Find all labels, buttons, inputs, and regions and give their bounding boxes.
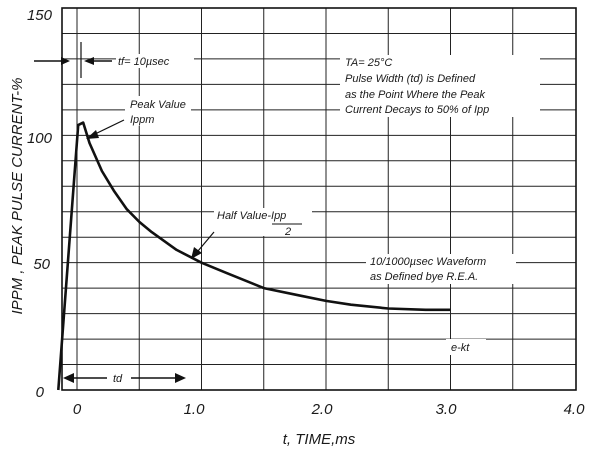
- half-label-line-1: Half Value-Ipp: [217, 210, 286, 222]
- ta-label: TA= 25°C: [345, 57, 392, 69]
- td-label: td: [113, 373, 123, 385]
- half-value-annotation: Half Value-Ipp 2: [191, 208, 312, 259]
- waveform-line-2: as Defined bye R.E.A.: [370, 271, 478, 283]
- tf-arrow-left-head-icon: [84, 57, 94, 65]
- y-tick-label: 50: [33, 256, 50, 273]
- half-arrow-head-icon: [191, 247, 202, 259]
- x-tick-label: 1.0: [184, 401, 206, 418]
- test-conditions-note: TA= 25°C Pulse Width (td) is Defined as …: [340, 55, 540, 117]
- waveform-note: 10/1000µsec Waveform as Defined bye R.E.…: [366, 254, 516, 284]
- plot-frame: [61, 7, 577, 391]
- x-tick-label: 3.0: [436, 401, 458, 418]
- td-arrow-left-head-icon: [63, 373, 74, 383]
- half-arrow-line: [197, 231, 215, 252]
- y-tick-label: 100: [27, 130, 53, 147]
- ekt-label: e-kt: [451, 342, 470, 354]
- waveform-line-1: 10/1000µsec Waveform: [370, 256, 486, 268]
- peak-arrow-line: [92, 119, 125, 136]
- x-tick-labels: 0 1.0 2.0 3.0 4.0: [73, 401, 585, 418]
- peak-arrow-head-icon: [86, 130, 99, 139]
- x-tick-label: 0: [73, 401, 82, 418]
- half-label-bg: [214, 208, 312, 236]
- x-tick-label: 4.0: [564, 401, 586, 418]
- peak-value-annotation: Peak Value Ippm: [86, 96, 191, 139]
- peak-label-bg: [125, 96, 191, 126]
- td-annotation: td: [63, 371, 186, 385]
- half-label-line-2: 2: [284, 226, 291, 238]
- pulse-width-line-3: Current Decays to 50% of Ipp: [345, 104, 489, 116]
- y-tick-label: 0: [36, 384, 45, 401]
- x-axis-label: t, TIME,ms: [283, 431, 356, 448]
- y-tick-labels: 0 50 100 150: [27, 7, 53, 401]
- x-tick-label: 2.0: [311, 401, 334, 418]
- td-arrow-right-head-icon: [175, 373, 186, 383]
- tf-label-bg: [116, 54, 194, 68]
- peak-label-line-1: Peak Value: [130, 99, 186, 111]
- tf-arrow-right-head-icon: [61, 57, 70, 65]
- pulse-width-line-1: Pulse Width (td) is Defined: [345, 73, 476, 85]
- peak-label-line-2: Ippm: [130, 114, 154, 126]
- ekt-label-bg: [446, 339, 486, 355]
- pulse-width-line-2: as the Point Where the Peak: [345, 89, 486, 101]
- y-axis-label: IPPM , PEAK PULSE CURRENT-%: [9, 77, 26, 314]
- pulse-current-curve: [57, 121, 451, 391]
- tf-annotation: tf= 10µsec: [34, 42, 194, 78]
- tf-label: tf= 10µsec: [118, 56, 170, 68]
- note-bg: [340, 55, 540, 117]
- waveform-label-bg: [366, 254, 516, 284]
- td-label-bg: [107, 371, 131, 385]
- ekt-note: e-kt: [446, 339, 486, 355]
- y-tick-label: 150: [27, 7, 53, 24]
